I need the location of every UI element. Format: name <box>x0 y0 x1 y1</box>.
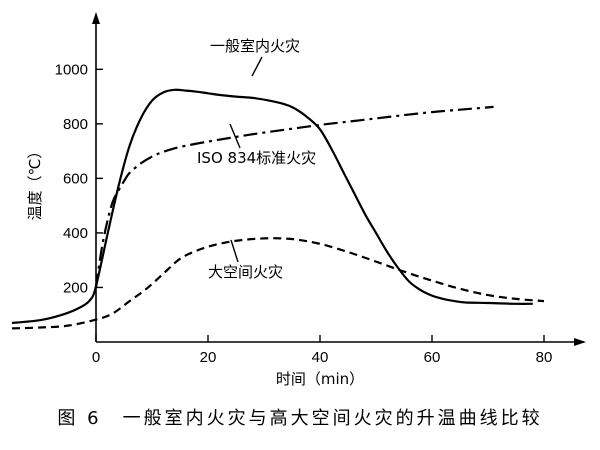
x-tick-label: 20 <box>200 349 217 366</box>
axes <box>92 12 586 346</box>
x-tick-label: 40 <box>312 349 329 366</box>
annotation-leader-indoor <box>251 56 263 77</box>
annotation-large-space-fire: 大空间火灾 <box>208 263 283 281</box>
x-tick-label: 60 <box>424 349 441 366</box>
x-axis-title: 时间（min） <box>276 370 364 388</box>
series-large-space-fire <box>11 237 545 330</box>
y-tick-label: 600 <box>63 170 88 187</box>
figure-caption: 图 6 一般室内火灾与高大空间火灾的升温曲线比较 <box>57 408 543 429</box>
annotation-iso-834: ISO 834标准火灾 <box>197 149 316 167</box>
y-tick-label: 200 <box>63 279 88 296</box>
y-axis-title: 温度（℃） <box>26 144 44 221</box>
ticks: 0 20 40 60 80 200 400 600 800 1000 <box>55 61 553 366</box>
annotation-leader-large <box>230 239 239 263</box>
y-tick-label: 800 <box>63 116 88 133</box>
y-axis-arrow <box>92 12 100 24</box>
annotations: 一般室内火灾 ISO 834标准火灾 大空间火灾 <box>197 37 316 281</box>
y-tick-label: 400 <box>63 225 88 242</box>
y-tick-label: 1000 <box>55 61 88 78</box>
x-tick-label: 80 <box>536 349 553 366</box>
series-iso-834 <box>94 105 494 288</box>
x-axis-arrow <box>574 338 586 346</box>
x-tick-label: 0 <box>92 349 100 366</box>
annotation-indoor-fire: 一般室内火灾 <box>210 37 300 55</box>
series-indoor-fire <box>11 88 533 324</box>
series-layer <box>11 88 545 330</box>
annotation-leader-iso <box>229 123 241 149</box>
